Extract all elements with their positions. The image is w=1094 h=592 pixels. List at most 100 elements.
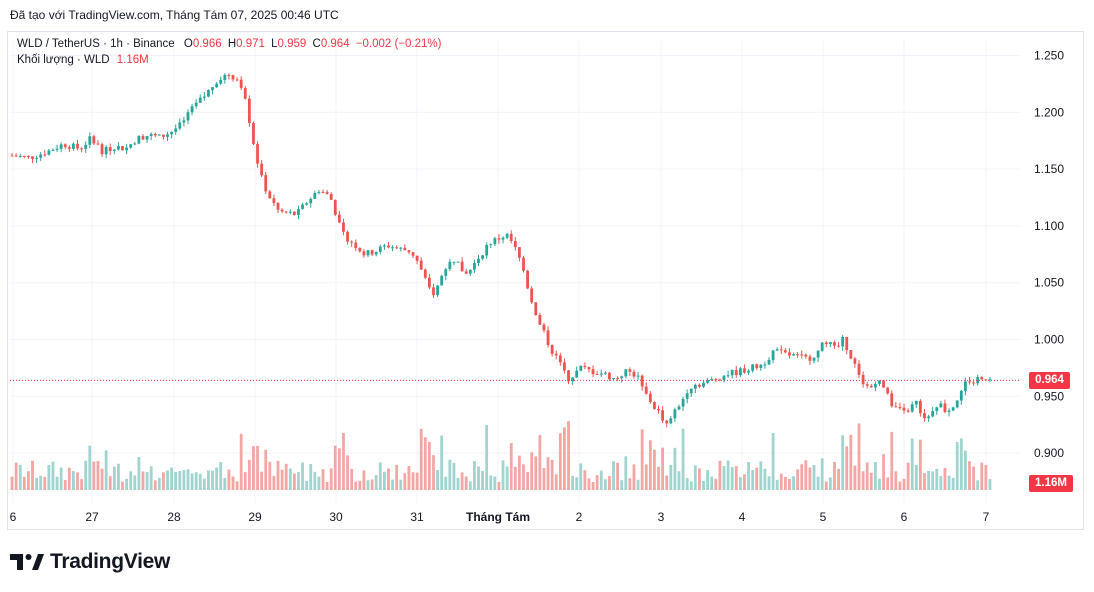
candle-body (67, 147, 71, 149)
volume-bar (747, 462, 750, 490)
volume-bar (923, 473, 926, 490)
volume-bar (710, 476, 714, 490)
x-tick-label: 2 (576, 510, 583, 524)
candle-body (857, 363, 861, 375)
open-value: 0.966 (192, 38, 222, 50)
volume-bar (563, 427, 566, 490)
candle-body (460, 261, 464, 272)
candle-body (108, 147, 112, 152)
volume-bar (816, 476, 820, 490)
x-tick-label: 27 (85, 510, 99, 524)
volume-bar (849, 434, 853, 490)
x-tick-label: 28 (167, 510, 181, 524)
volume-bar (104, 450, 108, 490)
volume-bar (882, 454, 885, 490)
candle-body (779, 349, 783, 351)
volume-bar (718, 460, 722, 490)
candle-body (759, 364, 763, 368)
volume-bar (337, 448, 341, 490)
candle-body (546, 330, 550, 346)
candle-body (914, 400, 918, 405)
candle-body (166, 134, 169, 137)
candle-body (35, 157, 38, 159)
volume-row: Khối lượng · WLD 1.16M (17, 52, 441, 68)
volume-bar (657, 466, 660, 490)
candle-body (92, 136, 96, 144)
created-with-caption: Đã tạo với TradingView.com, Tháng Tám 07… (10, 8, 339, 22)
candle-body (775, 349, 779, 351)
volume-label[interactable]: Khối lượng · WLD (17, 54, 110, 66)
volume-bar (685, 478, 689, 490)
volume-bar (182, 470, 186, 490)
candle-body (145, 136, 149, 140)
candle-body (804, 354, 808, 357)
volume-bar (857, 423, 861, 490)
volume-bar (546, 457, 550, 490)
volume-bar (759, 461, 763, 490)
volume-bar (980, 462, 984, 490)
volume-bar (346, 455, 349, 490)
volume-bar (227, 469, 231, 490)
candle-body (121, 146, 124, 151)
volume-bar (174, 471, 178, 490)
volume-bar (910, 438, 914, 490)
volume-bar (689, 481, 693, 490)
candle-body (186, 112, 190, 121)
candle-body (337, 214, 341, 223)
volume-bar (505, 466, 509, 490)
candle-body (693, 384, 697, 389)
candle-body (673, 409, 677, 419)
volume-bar (231, 476, 235, 490)
candle-body (669, 418, 673, 424)
volume-bar (162, 472, 165, 490)
candle-body (227, 74, 231, 76)
candle-body (587, 367, 591, 370)
candle-body (738, 368, 742, 376)
y-tick-label: 1.050 (1034, 276, 1064, 290)
candle-body (505, 233, 509, 238)
volume-bar (558, 433, 562, 490)
candle-body (841, 336, 845, 347)
volume-bar (509, 443, 513, 490)
candle-body (657, 408, 660, 411)
candle-body (452, 261, 456, 263)
close-label: C (312, 38, 321, 50)
footer-brand[interactable]: TradingView (10, 550, 170, 574)
volume-bar (268, 461, 272, 490)
volume-bar (833, 462, 836, 490)
candle-body (301, 204, 304, 210)
volume-bar (18, 464, 22, 490)
candle-body (747, 370, 750, 373)
candle-body (583, 365, 587, 368)
volume-bar (665, 475, 669, 490)
chart-frame (7, 31, 1084, 530)
candle-body (268, 191, 272, 199)
volume-bar (358, 480, 362, 490)
volume-bar (464, 476, 468, 490)
volume-bar (951, 477, 955, 490)
volume-bar (366, 480, 370, 490)
candle-body (96, 143, 100, 145)
candle-body (579, 365, 583, 371)
candle-body (235, 79, 239, 81)
volume-bar (440, 435, 444, 490)
volume-bar (35, 477, 38, 490)
volume-bar (644, 464, 648, 490)
symbol-label[interactable]: WLD / TetherUS · 1h · Binance (17, 38, 175, 50)
x-tick-label: 6 (10, 510, 17, 524)
candle-body (501, 237, 505, 240)
volume-bar (452, 462, 456, 490)
volume-bar (812, 465, 816, 490)
candle-body (943, 403, 947, 412)
candle-body (612, 378, 615, 380)
volume-bar (734, 466, 738, 490)
volume-bar (92, 461, 96, 490)
candle-body (309, 198, 313, 204)
volume-bar (178, 471, 182, 490)
volume-bar (571, 475, 575, 490)
candle-body (297, 209, 300, 215)
volume-bar (501, 460, 505, 490)
volume-bar (567, 421, 570, 490)
volume-bar (411, 472, 415, 490)
